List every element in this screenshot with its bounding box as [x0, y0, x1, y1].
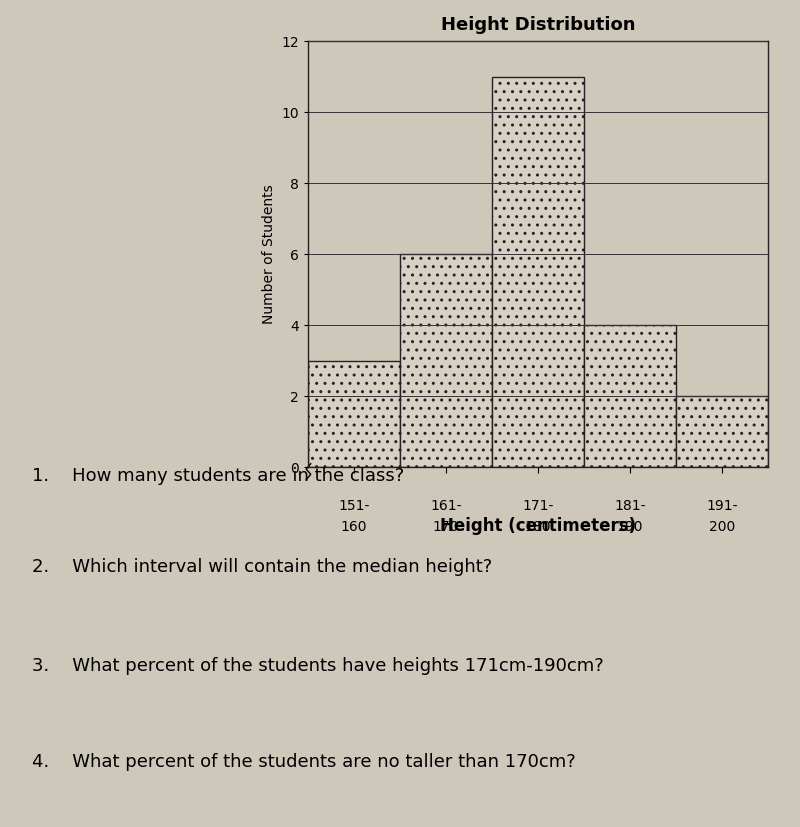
Text: 191-: 191- — [706, 500, 738, 514]
Bar — [676, 396, 768, 467]
Text: 151-: 151- — [338, 500, 370, 514]
Bar — [584, 325, 676, 467]
Text: 161-: 161- — [430, 500, 462, 514]
Bar — [308, 361, 400, 467]
Text: 190: 190 — [617, 520, 643, 534]
Text: 171-: 171- — [522, 500, 554, 514]
Title: Height Distribution: Height Distribution — [441, 17, 635, 34]
X-axis label: Height (centimeters): Height (centimeters) — [440, 517, 636, 534]
Text: 170: 170 — [433, 520, 459, 534]
Text: 160: 160 — [341, 520, 367, 534]
Y-axis label: Number of Students: Number of Students — [262, 184, 276, 324]
Bar — [400, 255, 492, 467]
Text: 3.    What percent of the students have heights 171cm-190cm?: 3. What percent of the students have hei… — [32, 657, 604, 676]
Text: 2.    Which interval will contain the median height?: 2. Which interval will contain the media… — [32, 558, 492, 576]
Text: 181-: 181- — [614, 500, 646, 514]
Text: 200: 200 — [709, 520, 735, 534]
Bar — [492, 77, 584, 467]
Text: 1.    How many students are in the class?: 1. How many students are in the class? — [32, 467, 404, 485]
Text: 180: 180 — [525, 520, 551, 534]
Text: 4.    What percent of the students are no taller than 170cm?: 4. What percent of the students are no t… — [32, 753, 576, 771]
